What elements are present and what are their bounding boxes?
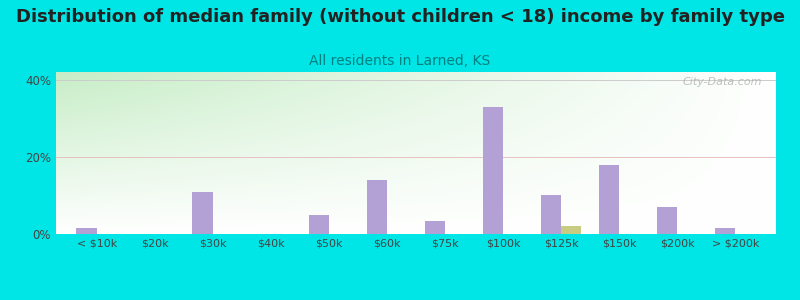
Bar [715, 228, 735, 234]
Bar [366, 180, 387, 234]
Bar [599, 165, 619, 234]
Bar [482, 107, 503, 234]
Bar [541, 195, 561, 234]
Bar [76, 228, 97, 234]
Bar [193, 192, 213, 234]
Bar [561, 226, 582, 234]
Bar [657, 207, 678, 234]
Text: All residents in Larned, KS: All residents in Larned, KS [310, 54, 490, 68]
Bar [309, 215, 329, 234]
Bar [425, 220, 445, 234]
Text: City-Data.com: City-Data.com [682, 77, 762, 87]
Text: Distribution of median family (without children < 18) income by family type: Distribution of median family (without c… [15, 8, 785, 26]
